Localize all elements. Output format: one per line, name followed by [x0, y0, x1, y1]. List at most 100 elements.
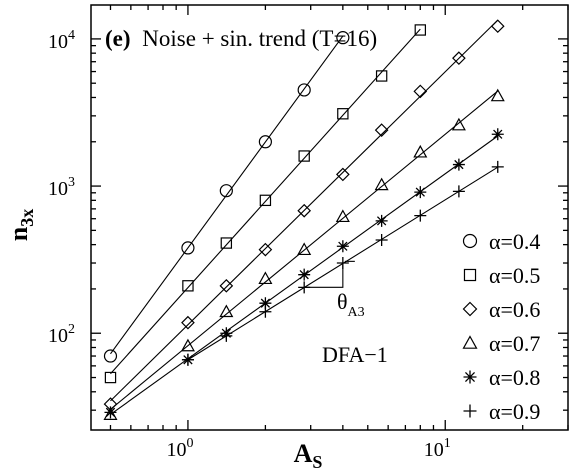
y-tick-label-exp: 4: [68, 28, 75, 43]
chart-title: (e) Noise + sin. trend (T=16): [105, 26, 377, 51]
series-layer: [103, 19, 505, 420]
data-point-plus: [375, 234, 388, 247]
data-point-triangle: [180, 338, 195, 352]
data-point-star: [414, 186, 427, 199]
data-point-plus: [491, 160, 504, 173]
data-point-triangle: [297, 242, 312, 256]
legend-label: α=0.7: [489, 331, 540, 356]
data-point-circle: [258, 135, 272, 149]
y-tick-label-base: 10: [48, 31, 68, 53]
data-point-triangle: [451, 117, 466, 131]
series-fit-line: [110, 28, 421, 375]
y-axis-title: n3x: [4, 209, 37, 241]
series-2: [104, 24, 427, 384]
y-tick-label: 102: [48, 322, 75, 347]
legend-item-5: α=0.8: [463, 365, 540, 390]
legend: α=0.4 α=0.5 α=0.6 α=0.7 α=0.8 α=0.9: [462, 229, 540, 424]
y-tick-label: 104: [48, 28, 75, 53]
y-axis-title-group: n3x: [4, 209, 37, 241]
data-point-plus: [463, 404, 477, 418]
x-axis-title: AS: [294, 439, 323, 472]
x-tick-label: 101: [424, 436, 451, 461]
data-point-star: [336, 240, 349, 253]
legend-item-2: α=0.5: [463, 263, 540, 288]
data-point-triangle: [490, 88, 505, 102]
data-point-square: [259, 194, 272, 207]
data-point-star: [463, 370, 477, 384]
slope-label-symbol: θ: [337, 289, 348, 314]
data-point-triangle: [258, 271, 273, 285]
data-point-star: [491, 128, 504, 141]
data-point-diamond: [181, 315, 195, 330]
data-point-diamond: [219, 278, 234, 293]
data-point-square: [104, 371, 117, 384]
series-4: [103, 88, 505, 420]
data-point-star: [104, 406, 117, 419]
legend-item-1: α=0.4: [462, 229, 540, 254]
series-5: [104, 128, 504, 419]
data-point-plus: [414, 209, 427, 222]
data-point-diamond: [335, 167, 350, 182]
slope-label-sub: A3: [348, 305, 365, 320]
legend-item-4: α=0.7: [462, 331, 540, 356]
legend-label: α=0.6: [489, 297, 540, 322]
y-tick-label: 103: [48, 175, 75, 200]
data-point-triangle: [462, 335, 478, 349]
y-axis-title-main: n: [4, 226, 33, 241]
y-tick-label-base: 10: [48, 325, 68, 347]
x-tick-label-exp: 0: [186, 436, 193, 451]
x-axis-title-main: A: [294, 439, 313, 468]
data-point-plus: [181, 353, 194, 366]
data-point-plus: [452, 185, 465, 198]
slope-label: θA3: [337, 289, 365, 320]
legend-item-6: α=0.9: [463, 399, 540, 424]
plot-frame-layer: [90, 4, 569, 431]
data-point-diamond: [462, 301, 478, 317]
data-point-circle: [219, 184, 233, 198]
slope-triangle: [304, 263, 344, 288]
x-tick-label: 100: [166, 436, 193, 461]
data-point-square: [220, 237, 233, 249]
data-point-circle: [462, 233, 478, 249]
method-label: DFA−1: [322, 342, 388, 367]
series-1: [103, 31, 350, 363]
data-point-triangle: [413, 144, 428, 158]
legend-label: α=0.4: [489, 229, 540, 254]
y-tick-label-base: 10: [48, 178, 68, 200]
data-point-plus: [220, 329, 233, 342]
data-point-plus: [259, 305, 272, 318]
data-point-diamond: [490, 19, 505, 34]
data-point-diamond: [258, 242, 273, 257]
data-point-square: [375, 70, 388, 82]
data-point-circle: [336, 31, 350, 45]
legend-label: α=0.8: [489, 365, 540, 390]
x-tick-label-exp: 1: [444, 436, 451, 451]
data-point-triangle: [103, 407, 118, 420]
x-tick-label-base: 10: [166, 439, 186, 461]
legend-label: α=0.5: [489, 263, 540, 288]
data-point-star: [375, 214, 388, 227]
annotation-layer: DFA−1 θA3: [304, 260, 388, 367]
data-point-square: [414, 24, 427, 36]
series-fit-line: [110, 19, 499, 402]
legend-label: α=0.9: [489, 399, 540, 424]
series-fit-line: [110, 35, 344, 355]
data-point-star: [452, 158, 465, 171]
data-point-square: [182, 280, 194, 292]
data-point-triangle: [374, 177, 389, 191]
data-point-circle: [181, 241, 195, 255]
data-point-diamond: [297, 203, 312, 218]
y-axis-title-sub: 3x: [17, 209, 37, 227]
data-point-square: [298, 150, 310, 162]
x-tick-label-base: 10: [424, 439, 444, 461]
series-fit-line: [110, 90, 499, 410]
chart-title-panel-label: (e): [105, 26, 131, 51]
data-point-diamond: [413, 84, 428, 99]
x-axis-title-sub: S: [312, 452, 322, 472]
data-point-diamond: [452, 51, 466, 66]
data-point-diamond: [374, 123, 389, 137]
data-point-circle: [103, 349, 118, 363]
data-point-star: [298, 268, 311, 281]
